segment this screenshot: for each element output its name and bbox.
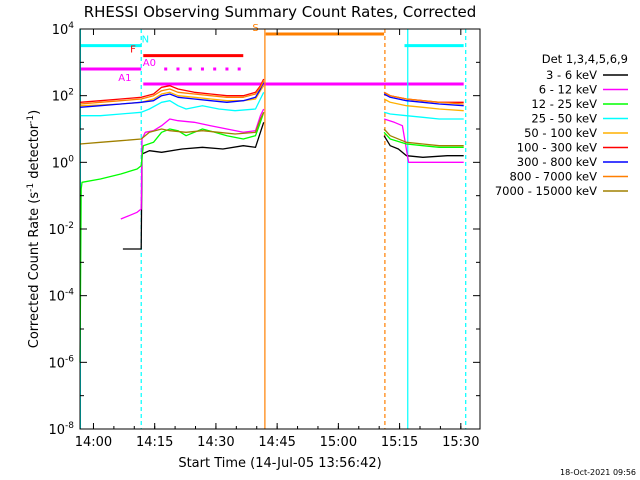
chart-title: RHESSI Observing Summary Count Rates, Co… [84,3,477,21]
legend-label-3: 25 - 50 keV [531,112,597,126]
series-line-3 [80,92,464,120]
x-axis-ticks: 14:00 14:15 14:30 14:45 15:00 15:15 15:30 [75,29,480,450]
flag-A0-dot-2 [188,67,192,71]
flag-A0-dot-5 [225,67,229,71]
legend-title: Det 1,3,4,5,6,9 [542,52,628,66]
x-tick-label-6: 15:30 [442,435,479,450]
y-tick-label-4: 10-4 [48,288,74,305]
y-tick-label-2: 100 [52,154,75,171]
x-tick-label-5: 15:15 [381,435,418,450]
flag-A0-dot-3 [200,67,204,71]
legend-label-5: 100 - 300 keV [517,141,597,155]
flag-label-A0: A0 [143,58,156,69]
x-tick-label-3: 14:45 [258,435,295,450]
legend-label-6: 300 - 800 keV [517,155,597,169]
x-axis-label: Start Time (14-Jul-05 13:56:42) [178,456,381,471]
series-line-2 [79,112,464,363]
footer-date: 18-Oct-2021 09:56 [560,468,636,477]
series-line-7 [79,80,464,105]
series-line-6 [79,82,464,108]
count-rate-series [79,78,464,363]
x-tick-label-2: 14:30 [197,435,234,450]
legend-label-0: 3 - 6 keV [546,68,597,82]
x-tick-label-1: 14:15 [136,435,173,450]
x-tick-label-0: 14:00 [75,435,112,450]
y-tick-label-3: 10-2 [48,221,74,238]
legend-label-2: 12 - 25 keV [531,97,597,111]
flag-A0-dot-6 [237,67,241,71]
y-tick-label-0: 104 [52,21,75,38]
y-axis-label-mid: detector [27,123,42,183]
series-line-8 [79,112,464,147]
x-tick-label-4: 15:00 [320,435,357,450]
flag-label-F: F [130,45,136,56]
y-axis-label-end: ) [27,110,42,115]
y-tick-label-1: 102 [52,88,74,105]
y-axis-ticks: 104 102 100 10-2 10-4 10-6 10-8 [48,21,480,438]
flag-label-N: N [142,35,149,46]
y-tick-label-5: 10-6 [48,354,74,371]
y-axis-label-sup2: -1 [26,115,36,124]
flag-A0-dot-0 [164,67,168,71]
flag-A0-dot-1 [176,67,180,71]
legend-label-1: 6 - 12 keV [539,83,597,97]
y-axis-label-sup1: -1 [26,183,36,192]
flag-label-A1: A1 [118,73,131,84]
flag-A0-dot-4 [213,67,217,71]
legend-label-4: 50 - 100 keV [524,126,597,140]
y-tick-label-6: 10-8 [48,421,74,438]
legend-label-8: 7000 - 15000 keV [495,184,597,198]
y-axis-label: Corrected Count Rate (s-1 detector-1) [26,110,42,348]
y-axis-label-main: Corrected Count Rate (s [27,192,42,349]
legend-label-7: 800 - 7000 keV [509,170,597,184]
